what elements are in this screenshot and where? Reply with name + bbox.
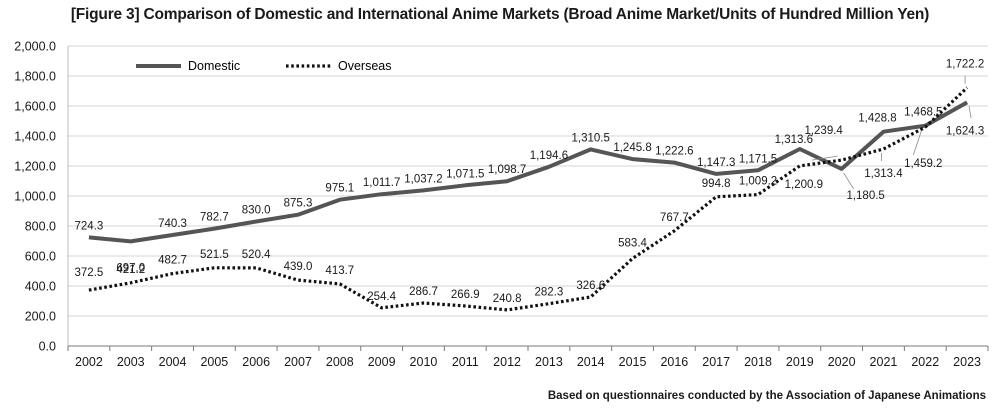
data-label-domestic: 1,624.3 [946,125,984,137]
series-lines [88,86,969,312]
data-label-domestic: 1,194.6 [530,150,568,162]
y-tick-label: 1,800.0 [14,70,56,84]
x-tick-label: 2019 [786,355,814,369]
data-label-overseas: 240.8 [493,293,522,305]
data-label-overseas: 421.2 [116,264,145,276]
x-tick-label: 2014 [577,355,605,369]
label-leader-line [811,155,838,161]
data-label-overseas: 413.7 [325,265,354,277]
data-label-overseas: 994.8 [702,178,731,190]
x-tick-label: 2017 [702,355,730,369]
data-label-domestic: 1,245.8 [613,142,651,154]
x-tick-label: 2008 [326,355,354,369]
x-tick-label: 2021 [870,355,898,369]
x-tick-label: 2005 [200,355,228,369]
data-label-overseas: 767.7 [660,212,689,224]
y-tick-label: 800.0 [25,220,56,234]
data-label-domestic: 1,147.3 [697,157,735,169]
chart-source-note: Based on questionnaires conducted by the… [547,390,986,402]
data-label-domestic: 1,171.5 [739,153,777,165]
data-label-domestic: 830.0 [242,205,271,217]
label-leader-line [843,172,854,190]
data-label-overseas: 254.4 [367,291,396,303]
data-label-domestic: 1,310.5 [572,132,610,144]
chart-title: [Figure 3] Comparison of Domestic and In… [70,6,930,23]
x-tick-label: 2004 [159,355,187,369]
x-tick-label: 2010 [410,355,438,369]
x-tick-label: 2009 [368,355,396,369]
legend-label-domestic: Domestic [188,59,240,73]
y-tick-label: 2,000.0 [14,40,56,54]
data-label-overseas: 326.6 [576,280,605,292]
label-leader-line [912,130,922,156]
data-label-overseas: 1,459.2 [904,158,942,170]
x-tick-label: 2011 [452,355,479,369]
y-tick-label: 200.0 [25,310,56,324]
leader-lines [811,75,972,190]
data-label-overseas: 372.5 [75,267,104,279]
x-tick-label: 2015 [619,355,647,369]
axes: 0.0 200.0 400.0 600.0 800.0 1,000.0 1,200.0 1,4… [14,40,989,369]
y-tick-label: 1,200.0 [14,160,56,174]
data-label-overseas: 1,722.2 [946,59,984,71]
label-leader-line [968,106,972,119]
x-tick-label: 2016 [660,355,688,369]
y-tick-label: 400.0 [25,280,56,294]
x-tick-label: 2022 [911,355,939,369]
data-label-overseas: 482.7 [158,255,187,267]
data-label-domestic: 875.3 [284,198,313,210]
gridlines [68,45,988,317]
data-label-overseas: 1,200.9 [785,179,823,191]
series-line-overseas [88,86,969,312]
legend: Domestic Overseas [136,59,392,73]
data-label-overseas: 521.5 [200,249,229,261]
data-label-domestic: 1,037.2 [404,173,442,185]
data-label-overseas: 286.7 [409,286,438,298]
x-tick-label: 2023 [953,355,981,369]
x-tick-label: 2002 [75,355,103,369]
data-label-overseas: 583.4 [618,237,647,249]
data-label-overseas: 1,239.4 [804,125,843,137]
x-tick-label: 2012 [493,355,521,369]
data-label-domestic: 1,428.8 [858,113,896,125]
data-label-domestic: 1,468.5 [904,107,942,119]
x-tick-label: 2013 [535,355,563,369]
y-tick-label: 0.0 [39,340,56,354]
data-label-overseas: 1,009.2 [739,176,777,188]
data-label-domestic: 697.0 [116,262,145,274]
y-tick-label: 1,600.0 [14,100,56,114]
data-label-domestic: 1,071.5 [446,168,484,180]
data-label-overseas: 439.0 [284,261,313,273]
y-tick-label: 600.0 [25,250,56,264]
x-tick-label: 2006 [242,355,270,369]
x-tick-label: 2020 [828,355,856,369]
data-label-domestic: 724.3 [75,220,104,232]
data-label-domestic: 1,222.6 [655,146,693,158]
x-tick-label: 2007 [284,355,312,369]
y-tick-label: 1,400.0 [14,130,56,144]
data-label-domestic: 1,011.7 [363,177,401,189]
x-tick-label: 2003 [117,355,145,369]
legend-label-overseas: Overseas [338,59,392,73]
data-label-overseas: 1,313.4 [864,168,903,180]
data-label-domestic: 1,180.5 [846,190,884,202]
data-label-domestic: 1,098.7 [488,164,526,176]
data-label-domestic: 782.7 [200,212,229,224]
data-label-overseas: 266.9 [451,289,480,301]
data-label-domestic: 740.3 [158,218,187,230]
x-tick-label: 2018 [744,355,772,369]
data-label-domestic: 975.1 [325,183,354,195]
data-label-overseas: 282.3 [535,287,564,299]
data-label-overseas: 520.4 [242,249,271,261]
y-tick-label: 1,000.0 [14,190,56,204]
data-label-domestic: 1,313.6 [775,134,813,146]
